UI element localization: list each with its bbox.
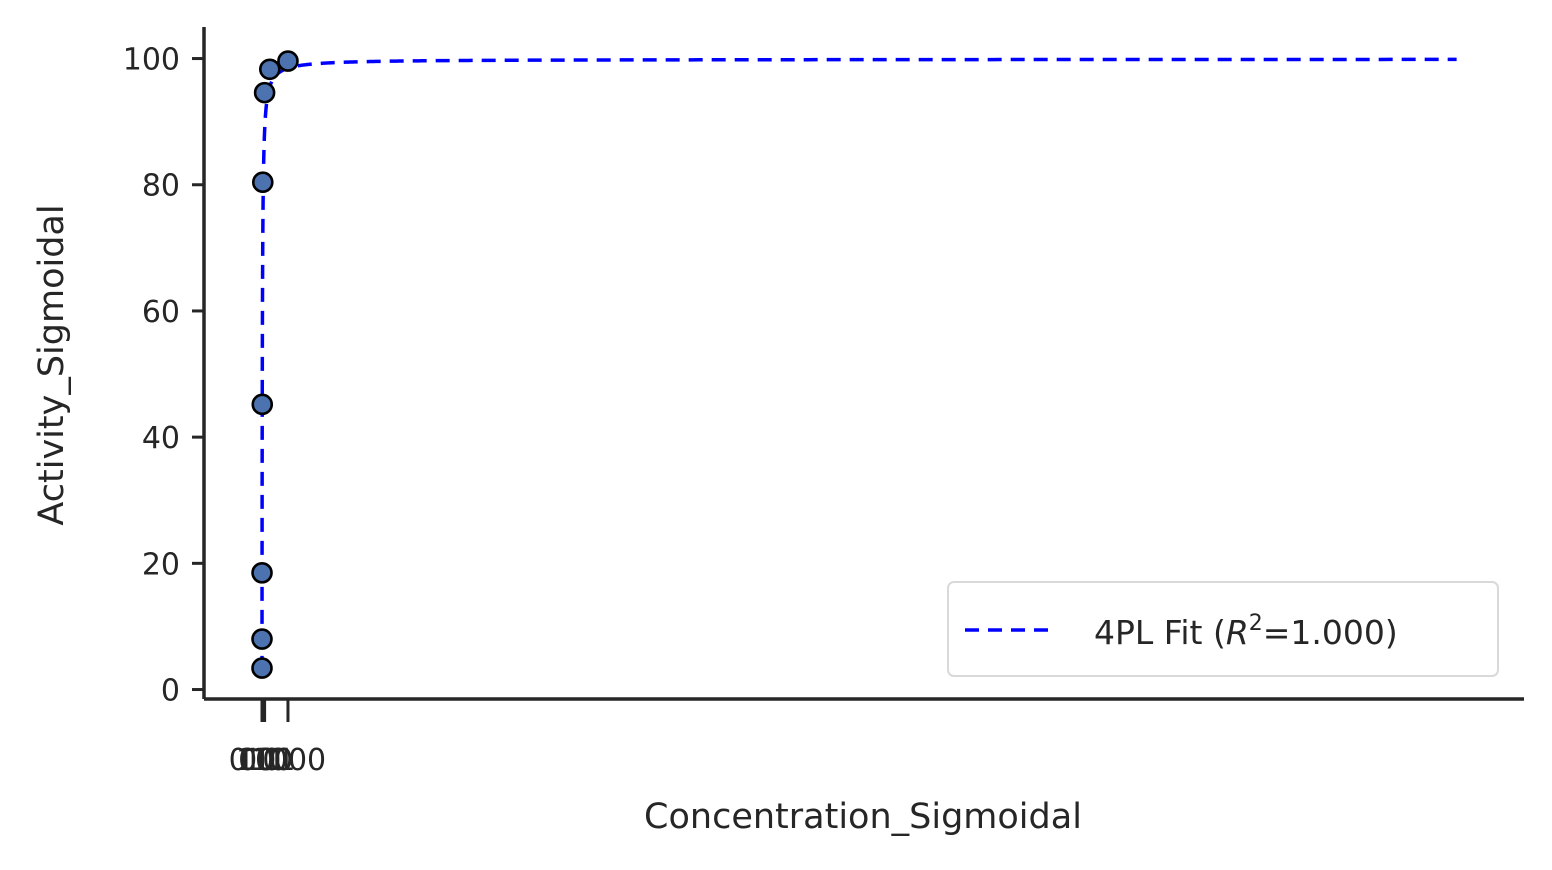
y-tick-label: 40 bbox=[142, 421, 180, 456]
x-tick-label: 100 bbox=[236, 743, 293, 778]
axes bbox=[202, 27, 1524, 701]
fit-curve-line bbox=[260, 57, 1457, 670]
data-point bbox=[251, 171, 274, 194]
x-axis-label: Concentration_Sigmoidal bbox=[644, 797, 1082, 837]
legend: 4PL Fit (R2=1.000) bbox=[947, 581, 1499, 677]
y-axis-label: Activity_Sigmoidal bbox=[32, 204, 72, 525]
y-tick-label: 80 bbox=[142, 169, 180, 204]
y-tick-label: 100 bbox=[123, 43, 180, 78]
y-ticks: 0 20 40 60 80 100 bbox=[123, 43, 204, 709]
legend-r-exponent: 2 bbox=[1249, 611, 1263, 636]
x-tick-label: 1000 bbox=[250, 743, 326, 778]
data-point bbox=[253, 81, 276, 104]
data-point bbox=[251, 562, 273, 584]
legend-r-symbol: R bbox=[1226, 613, 1249, 652]
y-tick-label: 0 bbox=[161, 674, 180, 709]
fit-curve bbox=[260, 57, 1457, 670]
data-point bbox=[251, 657, 273, 679]
legend-r2-value: =1.000 bbox=[1263, 613, 1385, 652]
x-tick-label: 10 bbox=[243, 743, 281, 778]
data-point bbox=[251, 628, 273, 650]
legend-paren-open: ( bbox=[1202, 613, 1225, 652]
x-tick-label: 1 bbox=[252, 743, 271, 778]
legend-series-name: 4PL Fit bbox=[1094, 613, 1203, 652]
y-tick-label: 20 bbox=[142, 547, 180, 582]
x-tick-label: 0.1 bbox=[238, 743, 286, 778]
data-point bbox=[277, 50, 299, 72]
legend-box bbox=[947, 581, 1499, 677]
x-tick-label: 0.01 bbox=[229, 743, 296, 778]
y-tick-label: 60 bbox=[142, 295, 180, 330]
legend-paren-close: ) bbox=[1385, 613, 1398, 652]
data-point bbox=[258, 58, 281, 81]
scatter-points bbox=[251, 50, 299, 679]
data-point bbox=[251, 393, 274, 416]
legend-label: 4PL Fit (R2=1.000) bbox=[1094, 611, 1398, 652]
